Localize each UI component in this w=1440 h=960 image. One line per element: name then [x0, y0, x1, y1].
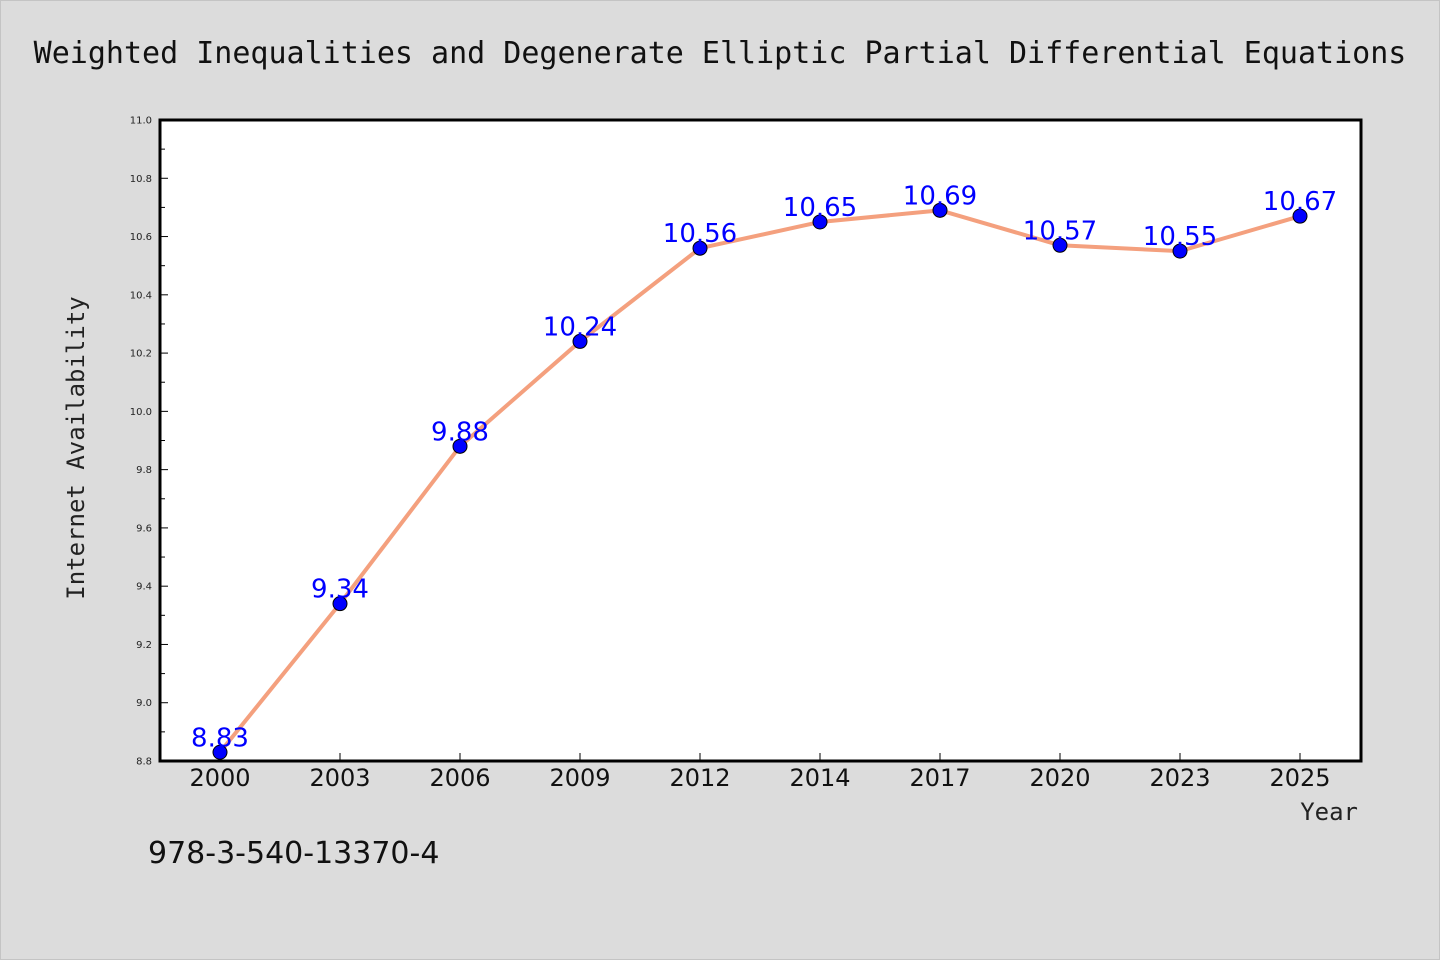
- y-axis-label: Internet Availability: [62, 296, 90, 599]
- x-tick-label: 2014: [789, 764, 850, 792]
- series-line-group: [218, 208, 1301, 754]
- data-point: [452, 438, 468, 454]
- isbn-text: 978-3-540-13370-4: [148, 836, 439, 871]
- data-point: [1292, 208, 1308, 224]
- data-label: 10.69: [903, 181, 977, 211]
- y-tick-label: 11.0: [130, 116, 152, 127]
- data-point: [572, 333, 588, 349]
- data-label: 10.56: [663, 219, 737, 249]
- y-tick-label: 10.2: [130, 349, 152, 360]
- data-point: [212, 744, 228, 760]
- data-point: [932, 202, 948, 218]
- y-tick-label: 9.8: [136, 465, 152, 476]
- data-point: [812, 214, 828, 230]
- data-label: 8.83: [191, 723, 249, 753]
- x-tick-label: 2000: [189, 764, 250, 792]
- data-label: 10.57: [1023, 216, 1097, 246]
- y-axis-ticks: 8.8 9.0 9.2 9.4 9.6 9.8 10.0 10.2 10.4 10.6 10.8 11…: [130, 116, 168, 768]
- y-tick-label: 9.2: [136, 640, 152, 651]
- x-tick-label: 2006: [429, 764, 490, 792]
- data-label: 9.88: [431, 417, 489, 447]
- data-label: 10.65: [783, 193, 857, 223]
- y-tick-label: 9.4: [136, 582, 152, 593]
- y-tick-label: 8.8: [136, 757, 152, 768]
- data-point: [332, 596, 348, 612]
- x-tick-label: 2017: [909, 764, 970, 792]
- data-points: [212, 202, 1308, 760]
- x-tick-label: 2009: [549, 764, 610, 792]
- data-point: [1172, 243, 1188, 259]
- y-tick-label: 10.0: [130, 407, 152, 418]
- data-label: 9.34: [311, 575, 369, 605]
- y-tick-label: 10.6: [130, 232, 152, 243]
- y-tick-label: 9.0: [136, 698, 152, 709]
- x-axis-label: Year: [1300, 798, 1358, 826]
- y-tick-label: 10.4: [130, 290, 152, 301]
- x-tick-label: 2003: [309, 764, 370, 792]
- data-label: 10.55: [1143, 222, 1217, 252]
- x-tick-label: 2023: [1149, 764, 1210, 792]
- x-tick-label: 2012: [669, 764, 730, 792]
- data-point: [692, 240, 708, 256]
- data-point: [1052, 237, 1068, 253]
- x-tick-label: 2020: [1029, 764, 1090, 792]
- data-labels: 8.83 9.34 9.88 10.24 10.56 10.65 10.69 10.57 10.…: [191, 181, 1337, 753]
- y-tick-label: 10.8: [130, 174, 152, 185]
- x-tick-label: 2025: [1269, 764, 1330, 792]
- chart-title: Weighted Inequalities and Degenerate Ell…: [34, 36, 1407, 71]
- y-tick-label: 9.6: [136, 523, 152, 534]
- data-label: 10.67: [1263, 187, 1337, 217]
- x-axis-ticks: 2000 2003 2006 2009 2012 2014 2017 2020 2023 2025: [189, 753, 1331, 792]
- plot-area: [158, 118, 1363, 763]
- data-label: 10.24: [543, 312, 617, 342]
- series-line: [218, 208, 1301, 754]
